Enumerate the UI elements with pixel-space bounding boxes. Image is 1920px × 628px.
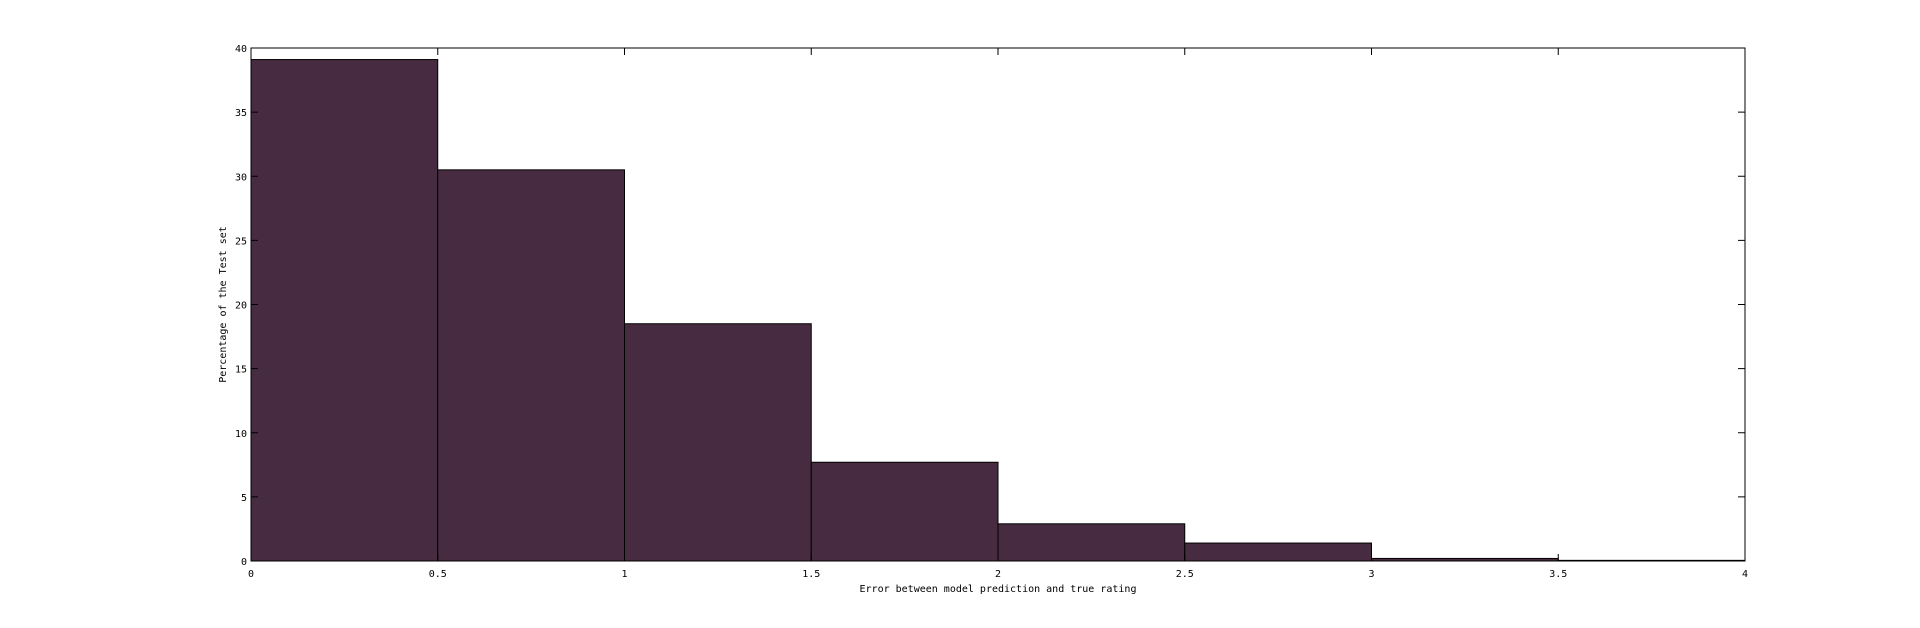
y-tick-label: 30 (235, 172, 247, 183)
y-axis-label: Percentage of the Test set (218, 226, 229, 383)
y-tick-label: 0 (241, 557, 247, 568)
x-tick-label: 0.5 (429, 569, 447, 580)
y-tick-labels: 0 5 10 15 20 25 30 35 40 (235, 44, 247, 568)
x-axis-label: Error between model prediction and true … (860, 584, 1137, 595)
y-tick-label: 35 (235, 108, 247, 119)
x-tick-label: 2.5 (1176, 569, 1194, 580)
y-tick-label: 20 (235, 301, 247, 312)
histogram-bar (810, 461, 999, 562)
x-tick-label: 0 (248, 569, 254, 580)
histogram-bar (250, 59, 439, 562)
y-tick-label: 15 (235, 365, 247, 376)
tick-marks-group (250, 47, 1746, 562)
x-tick-label: 3 (1368, 569, 1374, 580)
y-tick-label: 5 (241, 493, 247, 504)
x-tick-label: 2 (995, 569, 1001, 580)
x-tick-label: 4 (1742, 569, 1748, 580)
histogram-bar (437, 169, 625, 562)
histogram-bar (1184, 542, 1372, 562)
x-tick-label: 1 (621, 569, 627, 580)
histogram-bar (997, 523, 1186, 562)
histogram-bar (624, 323, 812, 562)
y-tick-label: 40 (235, 44, 247, 55)
x-tick-label: 3.5 (1549, 569, 1567, 580)
x-tick-labels: 0 0.5 1 1.5 2 2.5 3 3.5 4 (248, 569, 1748, 580)
y-tick-label: 10 (235, 429, 247, 440)
y-tick-label: 25 (235, 236, 247, 247)
bars-group (250, 59, 1746, 562)
x-tick-label: 1.5 (802, 569, 820, 580)
